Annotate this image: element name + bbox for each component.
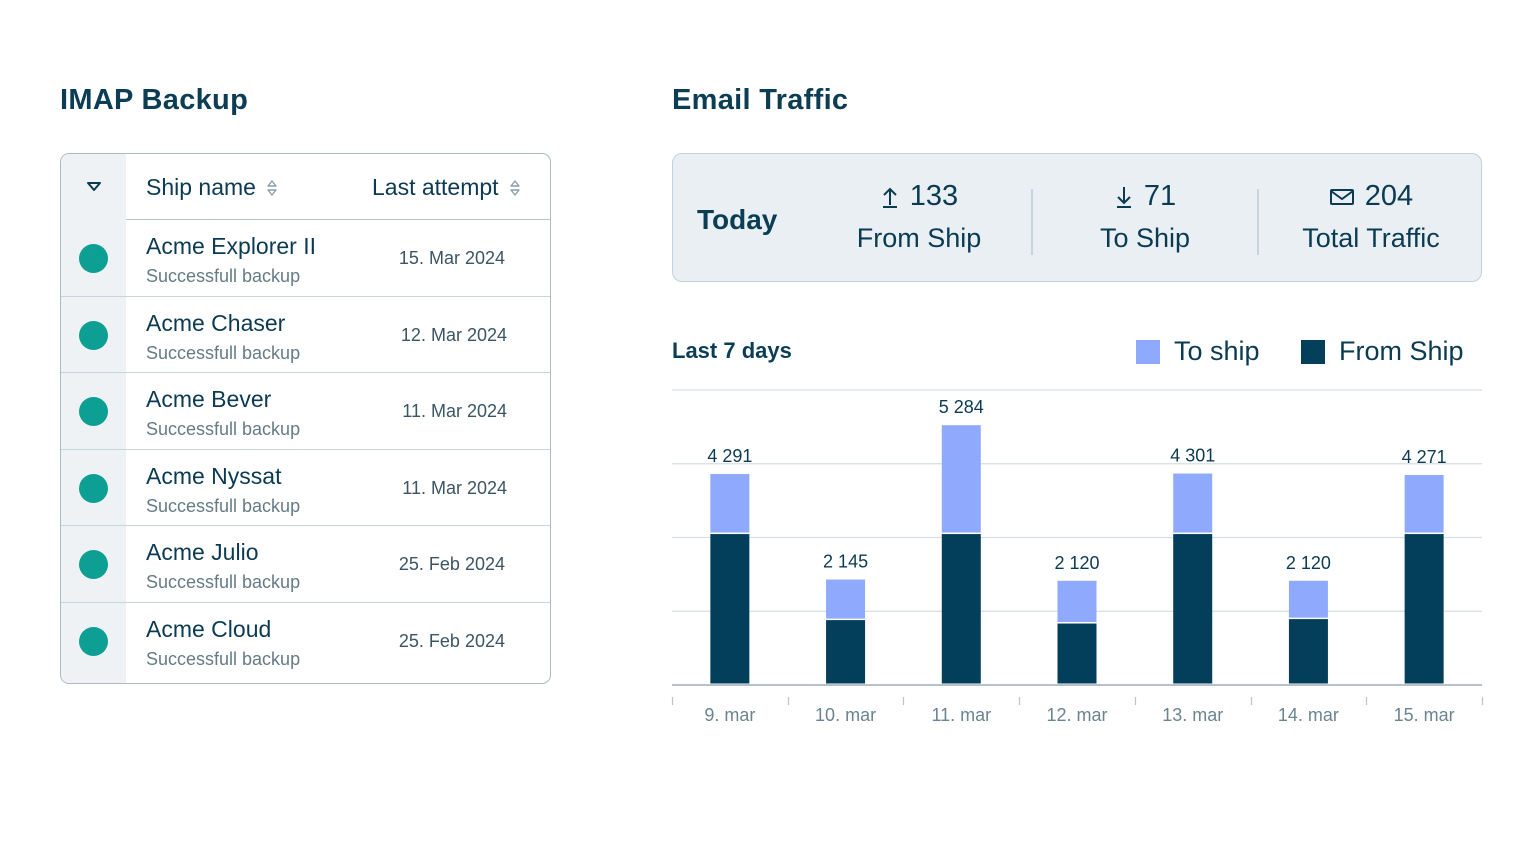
- from-ship-stat: 133 From Ship: [819, 180, 1019, 254]
- backup-status: Successfull backup: [146, 342, 301, 363]
- backup-status: Successfull backup: [146, 419, 301, 439]
- arrow-down-icon: [1116, 186, 1131, 208]
- legend-from-ship: From Ship: [1301, 336, 1464, 367]
- bar-total-label: 4 291: [707, 446, 752, 466]
- bar-total-label: 5 284: [939, 397, 984, 417]
- today-summary: Today 133 From Ship 71 To Ship 204 Tot: [672, 153, 1482, 282]
- bar-to-ship: [941, 425, 981, 533]
- backup-title: IMAP Backup: [60, 84, 249, 116]
- bar-from-ship: [1173, 534, 1213, 684]
- legend-to-ship-label: To ship: [1174, 336, 1260, 366]
- bar-to-ship: [826, 579, 866, 619]
- backup-status: Successfull backup: [146, 266, 301, 286]
- x-tick-label: 13. mar: [1162, 705, 1223, 725]
- legend-to-ship: To ship: [1136, 336, 1260, 367]
- traffic-title: Email Traffic: [672, 84, 849, 116]
- table-row[interactable]: Acme Bever Successfull backup 11. Mar 20…: [61, 373, 550, 450]
- x-tick-label: 12. mar: [1046, 705, 1107, 725]
- ship-name: Acme Nyssat: [146, 462, 282, 489]
- stat-divider: [1257, 189, 1259, 255]
- traffic-chart: 4 291 9. mar 2 145 10. mar 5 284 11. mar 2 120…: [671, 389, 1484, 725]
- bar-from-ship: [1404, 534, 1444, 684]
- bar-from-ship: [941, 534, 981, 684]
- today-label: Today: [697, 204, 778, 235]
- status-dot: [79, 626, 108, 656]
- x-tick-label: 10. mar: [815, 705, 876, 725]
- bar-to-ship: [710, 474, 750, 533]
- ship-name: Acme Chaser: [146, 309, 286, 336]
- ship-name: Acme Julio: [146, 539, 259, 565]
- chevron-down-icon: [86, 182, 101, 191]
- backup-table: Ship name Last attempt Acme Explorer II …: [60, 153, 551, 684]
- table-row[interactable]: Acme Cloud Successfull backup 25. Feb 20…: [61, 603, 550, 680]
- status-dot: [79, 473, 108, 503]
- ship-name: Acme Cloud: [146, 615, 272, 642]
- bar-to-ship: [1057, 580, 1097, 623]
- backup-status: Successfull backup: [146, 495, 301, 516]
- select-dropdown[interactable]: [61, 154, 126, 220]
- bar-to-ship: [1173, 473, 1213, 533]
- to-ship-label: To Ship: [1099, 223, 1191, 253]
- stat-divider: [1031, 189, 1033, 255]
- table-row[interactable]: Acme Explorer II Successfull backup 15. …: [61, 220, 550, 297]
- last-attempt-date: 15. Mar 2024: [398, 248, 505, 268]
- sort-icon: [267, 179, 277, 196]
- bar-total-label: 2 120: [1054, 553, 1099, 573]
- column-last-attempt[interactable]: Last attempt: [372, 174, 521, 201]
- from-ship-label: From Ship: [856, 223, 982, 253]
- bar-to-ship: [1288, 580, 1328, 618]
- total-traffic-label: Total Traffic: [1302, 223, 1440, 253]
- last-attempt-date: 11. Mar 2024: [402, 477, 507, 498]
- bar-total-label: 4 301: [1170, 446, 1215, 466]
- status-dot: [79, 320, 108, 350]
- last-attempt-date: 11. Mar 2024: [402, 401, 507, 421]
- last-attempt-date: 25. Feb 2024: [398, 630, 505, 651]
- total-traffic-value: 204: [1364, 180, 1414, 212]
- bar-total-label: 4 271: [1402, 447, 1447, 467]
- table-row[interactable]: Acme Chaser Successfull backup 12. Mar 2…: [61, 297, 550, 373]
- last-attempt-date: 12. Mar 2024: [400, 324, 507, 345]
- to-ship-value: 71: [1143, 180, 1177, 212]
- total-traffic-stat: 204 Total Traffic: [1271, 180, 1471, 254]
- legend-from-ship-label: From Ship: [1339, 336, 1464, 366]
- column-ship-name[interactable]: Ship name: [146, 174, 278, 201]
- bar-to-ship: [1404, 475, 1444, 533]
- backup-status: Successfull backup: [146, 572, 301, 592]
- mail-icon: [1329, 188, 1354, 205]
- table-row[interactable]: Acme Julio Successfull backup 25. Feb 20…: [61, 526, 550, 603]
- legend-swatch: [1136, 339, 1160, 364]
- table-header: Ship name Last attempt: [61, 154, 550, 220]
- bar-from-ship: [1288, 619, 1328, 684]
- x-tick-label: 11. mar: [931, 705, 991, 725]
- sort-icon: [509, 179, 520, 196]
- x-tick-label: 15. mar: [1394, 705, 1455, 725]
- chart-title: Last 7 days: [672, 338, 792, 363]
- status-dot: [79, 244, 108, 273]
- bar-from-ship: [1057, 623, 1097, 684]
- ship-name: Acme Bever: [146, 386, 272, 412]
- ship-name: Acme Explorer II: [146, 233, 316, 259]
- bar-total-label: 2 145: [823, 552, 868, 572]
- x-tick-label: 14. mar: [1278, 705, 1339, 725]
- legend-swatch: [1301, 339, 1325, 364]
- to-ship-stat: 71 To Ship: [1045, 180, 1245, 254]
- status-dot: [79, 397, 108, 426]
- table-row[interactable]: Acme Nyssat Successfull backup 11. Mar 2…: [61, 450, 550, 526]
- column-ship-name-label: Ship name: [146, 174, 256, 200]
- x-tick-label: 9. mar: [704, 705, 755, 725]
- from-ship-value: 133: [909, 180, 959, 212]
- bar-total-label: 2 120: [1286, 553, 1331, 573]
- bar-from-ship: [826, 620, 866, 684]
- bar-from-ship: [710, 534, 750, 684]
- column-last-attempt-label: Last attempt: [372, 174, 499, 200]
- status-dot: [79, 550, 108, 579]
- backup-status: Successfull backup: [146, 648, 301, 669]
- arrow-up-icon: [882, 187, 897, 208]
- last-attempt-date: 25. Feb 2024: [398, 554, 505, 574]
